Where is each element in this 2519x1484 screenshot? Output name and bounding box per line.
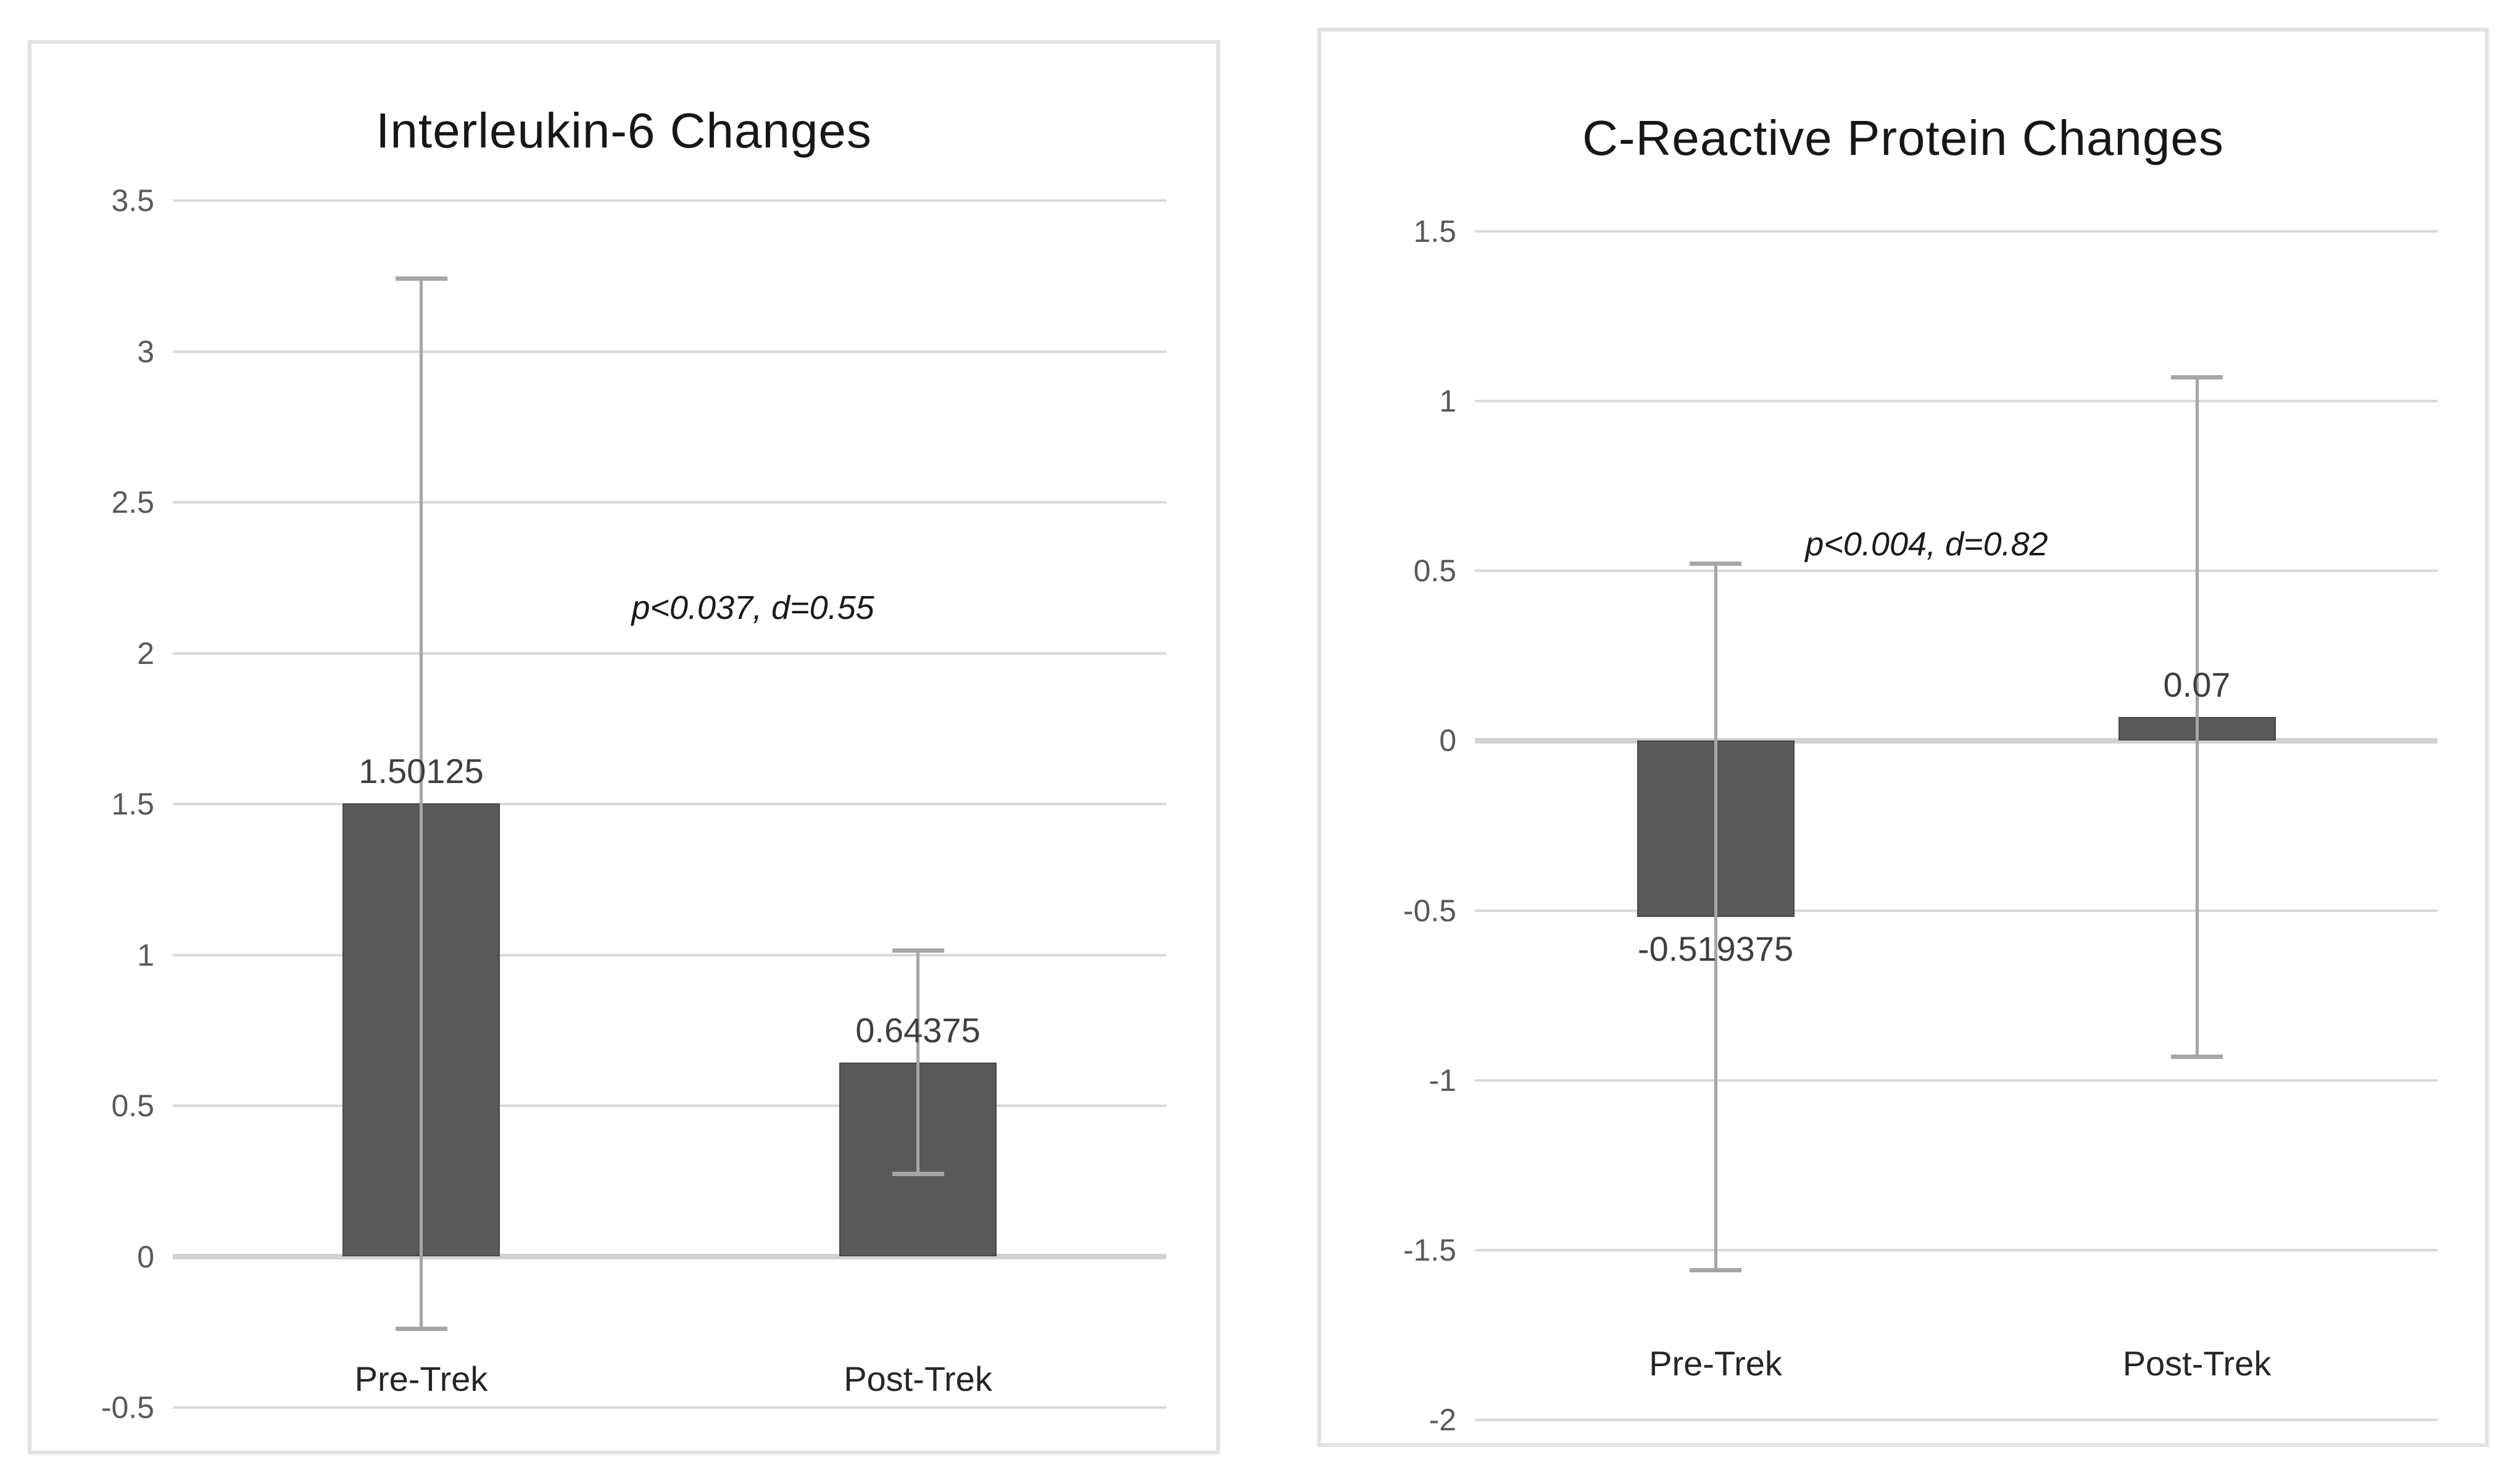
error-bar-cap-bottom (892, 1172, 944, 1177)
y-axis-tick-label: -2 (1429, 1403, 1456, 1437)
category-label-post-trek: Post-Trek (2122, 1344, 2272, 1383)
gridline (1475, 909, 2438, 912)
gridline (173, 1406, 1166, 1409)
error-bar-line (916, 950, 919, 1174)
category-label-pre-trek: Pre-Trek (1649, 1344, 1782, 1383)
y-axis-tick-label: -1.5 (1403, 1232, 1456, 1267)
chart-panel-interleukin6: Interleukin-6 Changes (28, 40, 1220, 1454)
gridline (1475, 570, 2438, 573)
error-bar-cap-top (1690, 562, 1741, 566)
y-axis-tick-label: -1 (1429, 1063, 1456, 1098)
error-bar-line (420, 278, 423, 1329)
chart-title-crp: C-Reactive Protein Changes (1582, 110, 2224, 165)
gridline (173, 350, 1166, 353)
bar-value-label: -0.519375 (1637, 929, 1794, 969)
y-axis-tick-label: 3 (137, 334, 154, 369)
y-axis-tick-label: 1 (1439, 384, 1456, 419)
zero-gridline (1475, 737, 2438, 744)
chart-title-interleukin6: Interleukin-6 Changes (376, 103, 872, 158)
y-axis-tick-label: 0.5 (1413, 553, 1456, 589)
error-bar-cap-bottom (395, 1326, 447, 1331)
bar-value-label: 0.07 (2163, 665, 2231, 704)
error-bar-cap-top (2171, 375, 2223, 380)
y-axis-tick-label: 0.5 (111, 1088, 154, 1123)
y-axis-tick-label: 1 (137, 937, 154, 972)
error-bar-cap-top (395, 276, 447, 281)
gridline (1475, 400, 2438, 403)
error-bar-cap-top (892, 948, 944, 953)
category-label-post-trek: Post-Trek (844, 1359, 992, 1398)
stats-annotation: p<0.004, d=0.82 (1805, 526, 2048, 563)
category-label-pre-trek: Pre-Trek (354, 1359, 488, 1398)
bar-value-label: 1.50125 (359, 752, 484, 791)
y-axis-tick-label: 1.5 (111, 787, 154, 821)
error-bar-line (1714, 563, 1717, 1271)
gridline (1475, 1419, 2438, 1421)
bar-value-label: 0.64375 (855, 1010, 981, 1050)
y-axis-tick-label: -0.5 (101, 1390, 154, 1425)
y-axis-tick-label: 2 (137, 636, 154, 671)
gridline (173, 199, 1166, 202)
y-axis-tick-label: 2.5 (111, 485, 154, 520)
gridline (173, 803, 1166, 805)
y-axis-tick-label: 3.5 (111, 183, 154, 218)
gridline (173, 501, 1166, 504)
error-bar-line (2195, 377, 2199, 1057)
y-axis-tick-label: 1.5 (1413, 214, 1456, 249)
error-bar-cap-bottom (1690, 1268, 1741, 1273)
gridline (1475, 1248, 2438, 1251)
zero-gridline (173, 1254, 1166, 1259)
gridline (173, 652, 1166, 655)
stats-annotation: p<0.037, d=0.55 (631, 589, 874, 626)
gridline (173, 1105, 1166, 1107)
error-bar-cap-bottom (2171, 1054, 2223, 1059)
gridline (1475, 1079, 2438, 1082)
y-axis-tick-label: 0 (1439, 723, 1456, 758)
y-axis-tick-label: 0 (137, 1239, 154, 1274)
chart-panel-crp: C-Reactive Protein Changes (1318, 28, 2489, 1447)
gridline (173, 953, 1166, 956)
gridline (1475, 230, 2438, 233)
y-axis-tick-label: -0.5 (1403, 893, 1456, 928)
